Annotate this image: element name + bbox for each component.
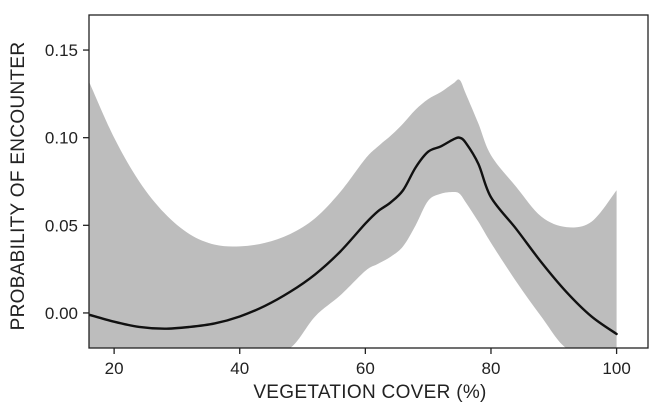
x-axis: 20 40 60 80 100 [105,348,631,378]
x-tick-label: 80 [482,359,501,378]
x-tick-label: 100 [602,359,630,378]
x-tick-label: 20 [105,359,124,378]
x-axis-title: VEGETATION COVER (%) [253,382,486,403]
y-tick-label: 0.05 [45,216,78,235]
x-tick-label: 40 [230,359,249,378]
y-axis-title: PROBABILITY OF ENCOUNTER [8,42,29,331]
plot-area [89,79,617,350]
y-tick-label: 0.15 [45,41,78,60]
y-tick-label: 0.10 [45,129,78,148]
x-tick-label: 60 [356,359,375,378]
confidence-band [89,79,617,350]
y-axis: 0.00 0.05 0.10 0.15 [45,41,89,323]
y-tick-label: 0.00 [45,304,78,323]
